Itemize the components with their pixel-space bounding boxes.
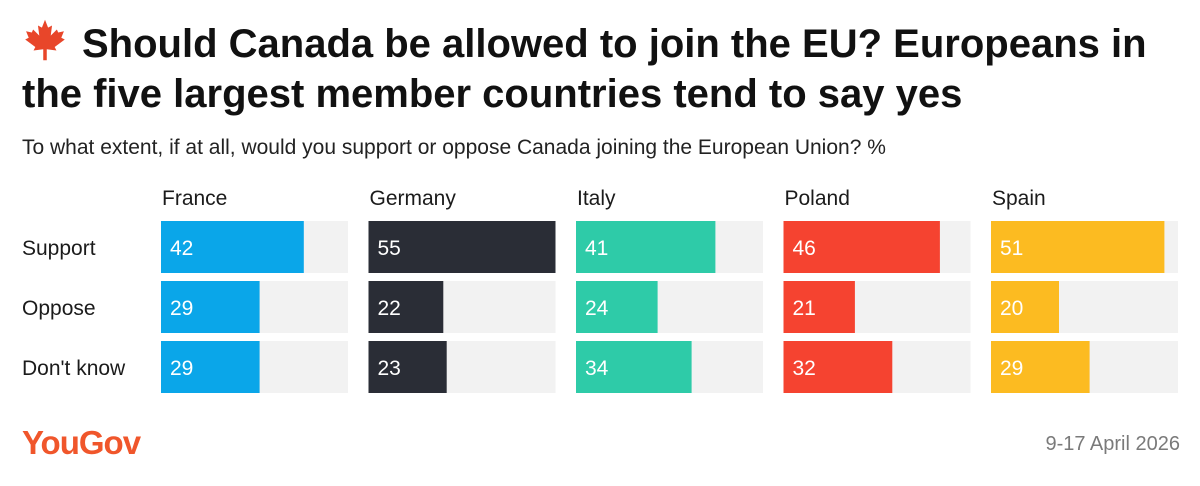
data-label: 22 — [378, 297, 401, 320]
data-label: 29 — [170, 357, 193, 380]
bar — [991, 221, 1165, 273]
bar — [368, 341, 447, 393]
panel-header: Germany — [370, 187, 457, 210]
bar — [576, 221, 716, 273]
bar — [161, 341, 260, 393]
bar — [783, 341, 893, 393]
bar — [368, 281, 444, 333]
chart-title-text: Should Canada be allowed to join the EU?… — [22, 22, 1147, 116]
bar — [161, 221, 304, 273]
data-label: 41 — [585, 237, 608, 260]
bar — [991, 281, 1059, 333]
panel-header: Spain — [992, 187, 1046, 210]
survey-date: 9-17 April 2026 — [1045, 433, 1180, 455]
row-label: Support — [22, 237, 96, 260]
data-label: 29 — [170, 297, 193, 320]
maple-leaf-icon — [25, 19, 65, 61]
bar — [576, 341, 692, 393]
chart-title: Should Canada be allowed to join the EU?… — [22, 18, 1192, 119]
data-label: 24 — [585, 297, 609, 320]
panel-header: France — [162, 187, 227, 210]
panel-header: Poland — [785, 187, 850, 210]
row-label: Oppose — [22, 297, 96, 320]
row-label: Don't know — [22, 357, 126, 380]
bar — [161, 281, 260, 333]
data-label: 46 — [793, 237, 816, 260]
data-label: 23 — [378, 357, 401, 380]
bar — [783, 281, 855, 333]
data-label: 42 — [170, 237, 193, 260]
bar — [576, 281, 658, 333]
data-label: 51 — [1000, 237, 1023, 260]
chart-subtitle: To what extent, if at all, would you sup… — [22, 136, 886, 159]
data-label: 34 — [585, 357, 609, 380]
data-label: 21 — [793, 297, 816, 320]
data-label: 20 — [1000, 297, 1023, 320]
data-label: 32 — [793, 357, 816, 380]
bar — [783, 221, 940, 273]
bar — [991, 341, 1090, 393]
data-label: 55 — [378, 237, 401, 260]
panel-header: Italy — [577, 187, 616, 210]
yougov-logo: YouGov — [22, 424, 141, 461]
data-label: 29 — [1000, 357, 1023, 380]
bar — [368, 221, 556, 273]
